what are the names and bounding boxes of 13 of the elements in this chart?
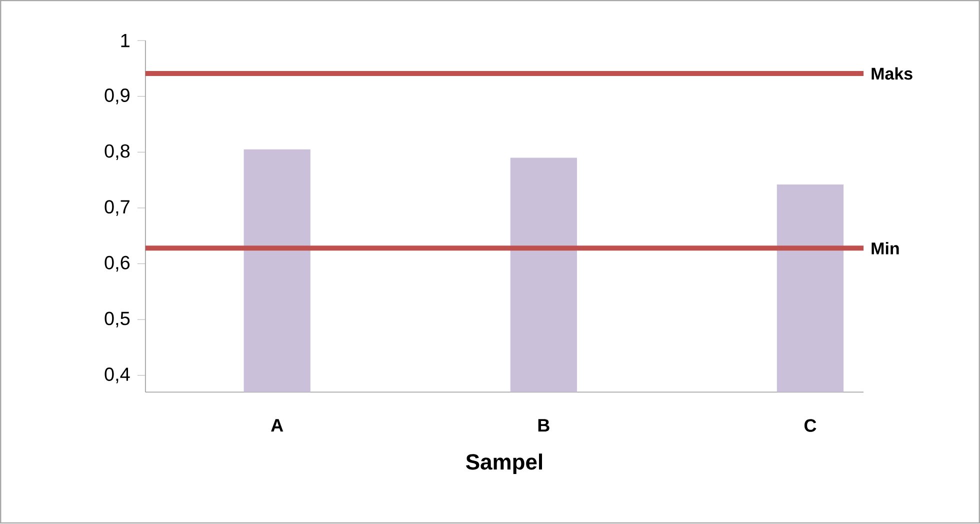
y-tick-label: 0,5 — [104, 312, 130, 328]
x-axis-title: Sampel — [466, 454, 542, 474]
y-tick-label: 0,6 — [104, 256, 130, 272]
x-tick-label: B — [538, 419, 550, 432]
y-tick-label: 0,9 — [104, 88, 130, 104]
x-tick-label: A — [271, 419, 284, 432]
ref-line-label: Maks — [872, 67, 912, 80]
x-tick-label: C — [804, 419, 816, 432]
y-tick-label: 0,8 — [104, 144, 130, 160]
y-tick-label: 1 — [121, 34, 130, 48]
y-tick-label: 0,4 — [104, 368, 130, 384]
ref-line-label: Min — [872, 242, 899, 255]
y-tick-label: 0,7 — [104, 200, 130, 216]
